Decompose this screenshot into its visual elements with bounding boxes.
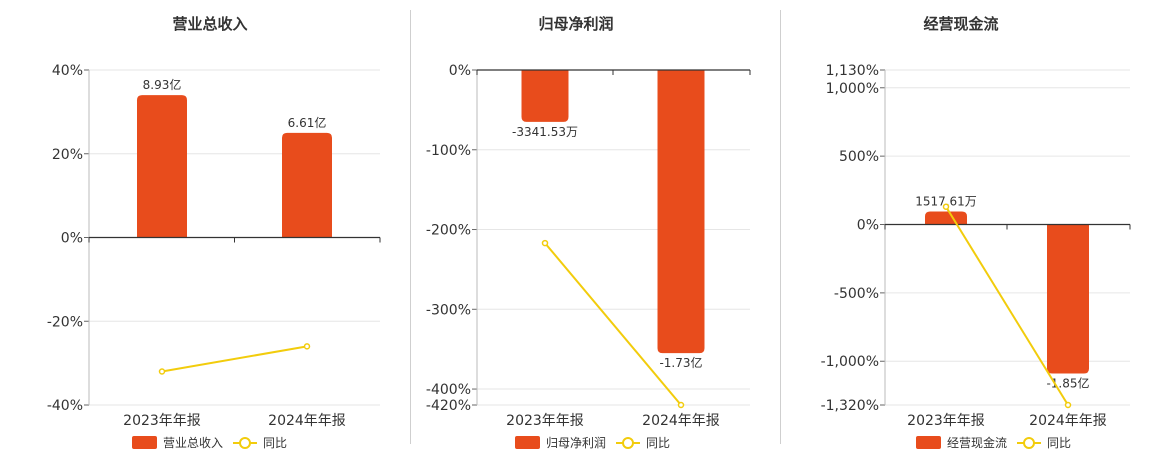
data-label: 8.93亿 — [143, 77, 182, 92]
panel-divider — [780, 10, 781, 444]
legend-label-line: 同比 — [263, 436, 287, 450]
legend-label-line: 同比 — [1047, 436, 1071, 450]
data-label: -3341.53万 — [512, 125, 578, 139]
legend-swatch-point — [239, 437, 251, 449]
yoy-point — [1064, 401, 1072, 409]
x-category-label: 2023年年报 — [506, 413, 584, 429]
chart-title: 归母净利润 — [538, 15, 613, 33]
bar — [282, 132, 332, 238]
legend-swatch-bar — [132, 436, 157, 449]
yoy-point — [158, 368, 166, 375]
y-tick-label: -400% — [426, 382, 471, 398]
y-tick-label: -100% — [426, 143, 471, 159]
bar — [137, 95, 187, 238]
data-label: 1517.61万 — [915, 195, 977, 209]
y-tick-label: 1,130% — [826, 63, 879, 79]
legend-swatch-point — [622, 437, 634, 449]
y-tick-label: 40% — [52, 63, 83, 79]
y-tick-label: 0% — [449, 63, 471, 79]
y-tick-label: -300% — [426, 302, 471, 318]
revenue-chart: 营业总收入 40% 20% 0% -20% -40% 8.93亿 6.61亿 2023年年报 20… — [47, 15, 381, 450]
yoy-point — [303, 343, 311, 350]
data-label: -1.73亿 — [659, 355, 702, 370]
y-tick-label: 0% — [61, 231, 83, 247]
y-tick-label: 0% — [857, 218, 879, 234]
chart-title: 营业总收入 — [172, 15, 247, 33]
yoy-point — [942, 203, 950, 210]
bar — [657, 70, 705, 354]
legend-swatch-bar — [916, 436, 941, 449]
data-label: -1.85亿 — [1046, 376, 1089, 391]
y-tick-label: -1,000% — [821, 354, 879, 370]
yoy-line — [945, 206, 1069, 406]
data-label: 6.61亿 — [288, 115, 327, 130]
y-tick-label: -40% — [47, 398, 83, 414]
bar — [1047, 224, 1089, 374]
chart-panel-cashflow: 经营现金流 1,130% 1,000% 500% 0% -500% -1,000% -1,32… — [781, 0, 1160, 450]
legend-swatch-bar — [515, 436, 540, 449]
cashflow-chart: 经营现金流 1,130% 1,000% 500% 0% -500% -1,000% -1,32… — [821, 15, 1131, 450]
yoy-point — [541, 239, 549, 247]
y-tick-label: -500% — [834, 286, 879, 302]
x-category-label: 2024年年报 — [642, 413, 720, 429]
y-tick-label: -200% — [426, 223, 471, 239]
x-category-label: 2023年年报 — [907, 413, 985, 429]
legend-label-bar: 营业总收入 — [163, 436, 223, 450]
y-tick-label: -1,320% — [821, 398, 879, 414]
yoy-point — [677, 401, 685, 409]
y-tick-label: 1,000% — [826, 81, 879, 97]
y-tick-label: 20% — [52, 147, 83, 163]
legend-swatch-point — [1023, 437, 1035, 449]
bar — [925, 211, 967, 225]
x-category-label: 2023年年报 — [123, 413, 201, 429]
y-tick-label: 500% — [839, 149, 879, 165]
x-category-label: 2024年年报 — [268, 413, 346, 429]
y-tick-label: -420% — [426, 398, 471, 414]
legend-label-line: 同比 — [646, 436, 670, 450]
panel-divider — [410, 10, 411, 444]
x-category-label: 2024年年报 — [1029, 413, 1107, 429]
legend-label-bar: 归母净利润 — [546, 436, 606, 450]
chart-title: 经营现金流 — [923, 15, 998, 33]
y-tick-label: -20% — [47, 314, 83, 330]
chart-panel-revenue: 营业总收入 40% 20% 0% -20% -40% 8.93亿 6.61亿 2023年年报 20… — [0, 0, 410, 450]
legend-label-bar: 经营现金流 — [947, 435, 1007, 450]
yoy-line — [161, 345, 308, 373]
yoy-line — [544, 242, 682, 406]
bar — [521, 70, 569, 122]
net-profit-chart: 归母净利润 0% -100% -200% -300% -400%-420% -3341.53… — [426, 15, 751, 450]
chart-panel-net-profit: 归母净利润 0% -100% -200% -300% -400% -420% -3341.53… — [411, 0, 780, 450]
